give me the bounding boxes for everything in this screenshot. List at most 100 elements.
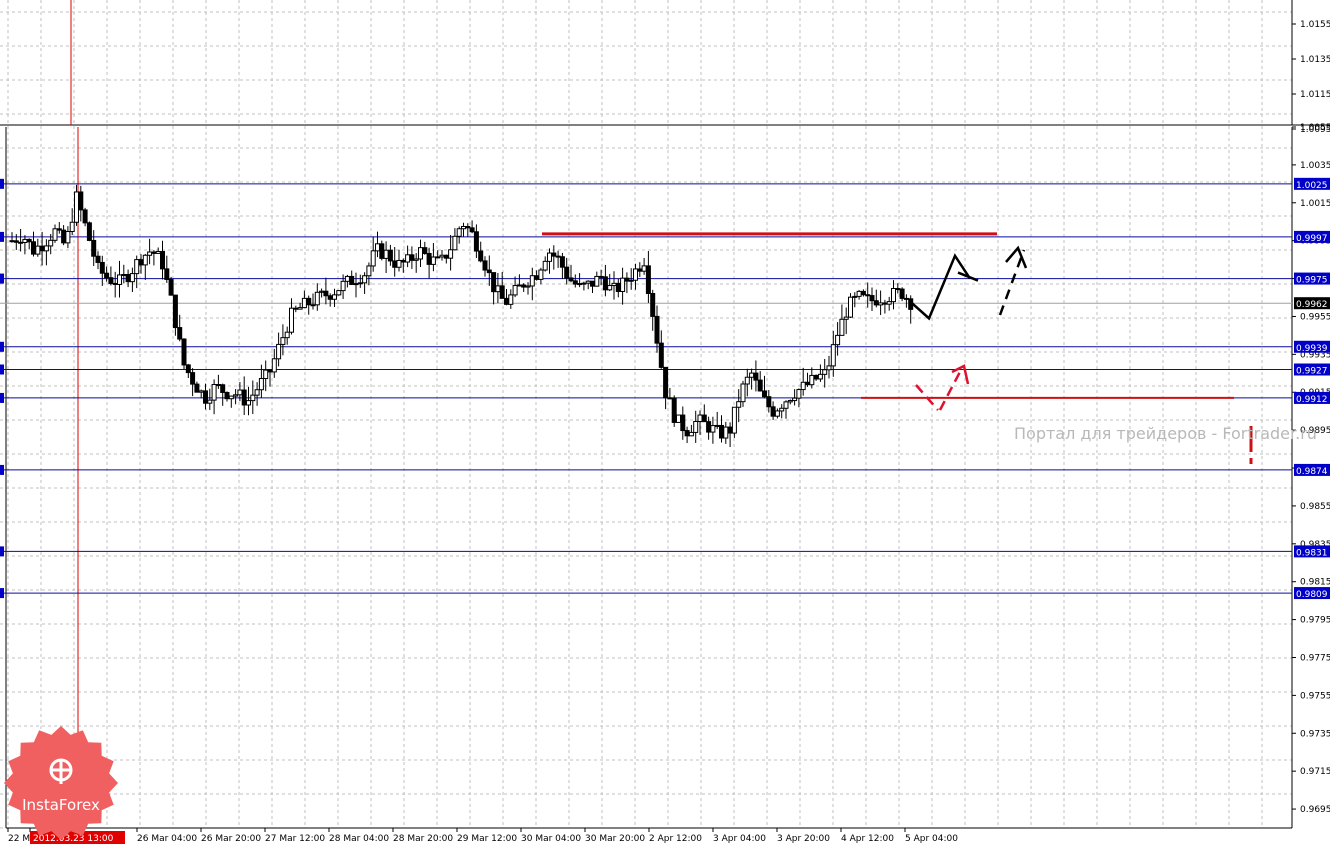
level-left-marker <box>0 464 4 475</box>
candle-body <box>787 400 793 403</box>
y-tick-label: 0.9775 <box>1300 653 1330 663</box>
candle-body <box>155 250 161 254</box>
upper-tick-label: 1.0115 <box>1300 90 1330 100</box>
candle-body <box>172 294 178 329</box>
candle-body <box>215 384 221 387</box>
candle-body <box>594 275 600 287</box>
x-tick-label: 26 Mar 04:00 <box>137 834 197 844</box>
candle-body <box>495 285 501 293</box>
candle-body <box>701 414 707 423</box>
candle-body <box>203 390 208 404</box>
candle-body <box>357 282 363 285</box>
candle-body <box>805 381 810 386</box>
candle-body <box>624 277 630 282</box>
candle-body <box>607 285 613 291</box>
logo-label: InstaForex <box>22 796 100 814</box>
candle-body <box>151 251 157 254</box>
candle-body <box>198 390 204 393</box>
level-label-bg <box>1294 587 1330 600</box>
candle-body <box>736 401 742 408</box>
candle-body <box>873 300 879 306</box>
candle-body <box>280 337 286 345</box>
level-label: 0.9939 <box>1296 344 1328 354</box>
forecast-black-arrowhead <box>957 271 979 282</box>
candle-body <box>774 410 780 417</box>
candle-body <box>147 251 153 256</box>
candle-body <box>108 277 114 284</box>
y-tick-label: 0.9715 <box>1300 767 1330 777</box>
candle-body <box>538 269 544 280</box>
candle-body <box>362 275 368 284</box>
candle-body <box>469 227 475 233</box>
candle-body <box>602 276 608 291</box>
candle-body <box>461 225 466 230</box>
level-label-bg <box>1294 363 1330 376</box>
level-left-marker <box>0 546 4 557</box>
candle-body <box>783 401 789 409</box>
candle-body <box>35 245 41 255</box>
candle-body <box>633 268 638 281</box>
candle-body <box>271 358 277 373</box>
candle-body <box>366 265 372 277</box>
candle-body <box>572 280 578 285</box>
candle-body <box>181 338 187 366</box>
candle-body <box>800 381 806 391</box>
candle-body <box>848 296 853 318</box>
candle-body <box>710 425 716 433</box>
x-tick-label: 4 Apr 12:00 <box>841 834 894 844</box>
candle-body <box>568 277 574 282</box>
candle-body <box>375 243 380 252</box>
level-left-marker <box>0 231 4 242</box>
candle-body <box>564 266 570 279</box>
x-tick-label: 26 Mar 20:00 <box>201 834 261 844</box>
candle-body <box>164 268 170 280</box>
candle-body <box>456 228 462 237</box>
candle-body <box>413 258 419 261</box>
candle-body <box>676 414 681 423</box>
candle-body <box>839 318 845 336</box>
candle-body <box>241 389 247 406</box>
candle-body <box>512 285 518 296</box>
candle-body <box>18 241 24 244</box>
candle-body <box>310 304 316 307</box>
candle-body <box>250 394 256 402</box>
candle-body <box>478 250 484 262</box>
level-label: 0.9874 <box>1296 467 1328 477</box>
level-label: 0.9997 <box>1296 234 1328 244</box>
candle-body <box>744 376 750 385</box>
candle-body <box>641 265 647 272</box>
candle-body <box>719 424 724 439</box>
candle-body <box>258 378 264 391</box>
candle-body <box>499 285 505 299</box>
candle-body <box>826 365 832 371</box>
candle-body <box>628 279 634 282</box>
candle-body <box>835 334 841 346</box>
candle-body <box>74 191 79 223</box>
candle-body <box>430 256 436 265</box>
candle-body <box>667 397 673 400</box>
candle-body <box>61 229 67 244</box>
candle-body <box>822 369 828 375</box>
candle-body <box>491 272 497 293</box>
candle-body <box>22 238 28 244</box>
candle-body <box>387 249 393 262</box>
x-tick-label: 30 Mar 04:00 <box>521 834 581 844</box>
candle-body <box>48 239 54 247</box>
candle-body <box>138 259 144 266</box>
forecast-black-arrowhead-top <box>1005 245 1028 269</box>
current-price-bg <box>1294 297 1330 310</box>
candle-body <box>504 297 509 305</box>
level-left-marker <box>0 273 4 284</box>
candle-body <box>693 420 699 433</box>
candle-body <box>813 374 819 380</box>
candle-body <box>435 256 441 259</box>
candle-body <box>779 407 785 412</box>
candle-body <box>409 254 415 261</box>
candle-body <box>224 391 230 400</box>
candle-body <box>95 255 101 263</box>
level-label-bg <box>1294 391 1330 404</box>
candle-body <box>263 369 269 380</box>
upper-tick-label: 1.0155 <box>1300 20 1330 30</box>
candle-body <box>400 259 406 263</box>
candle-body <box>577 283 583 286</box>
